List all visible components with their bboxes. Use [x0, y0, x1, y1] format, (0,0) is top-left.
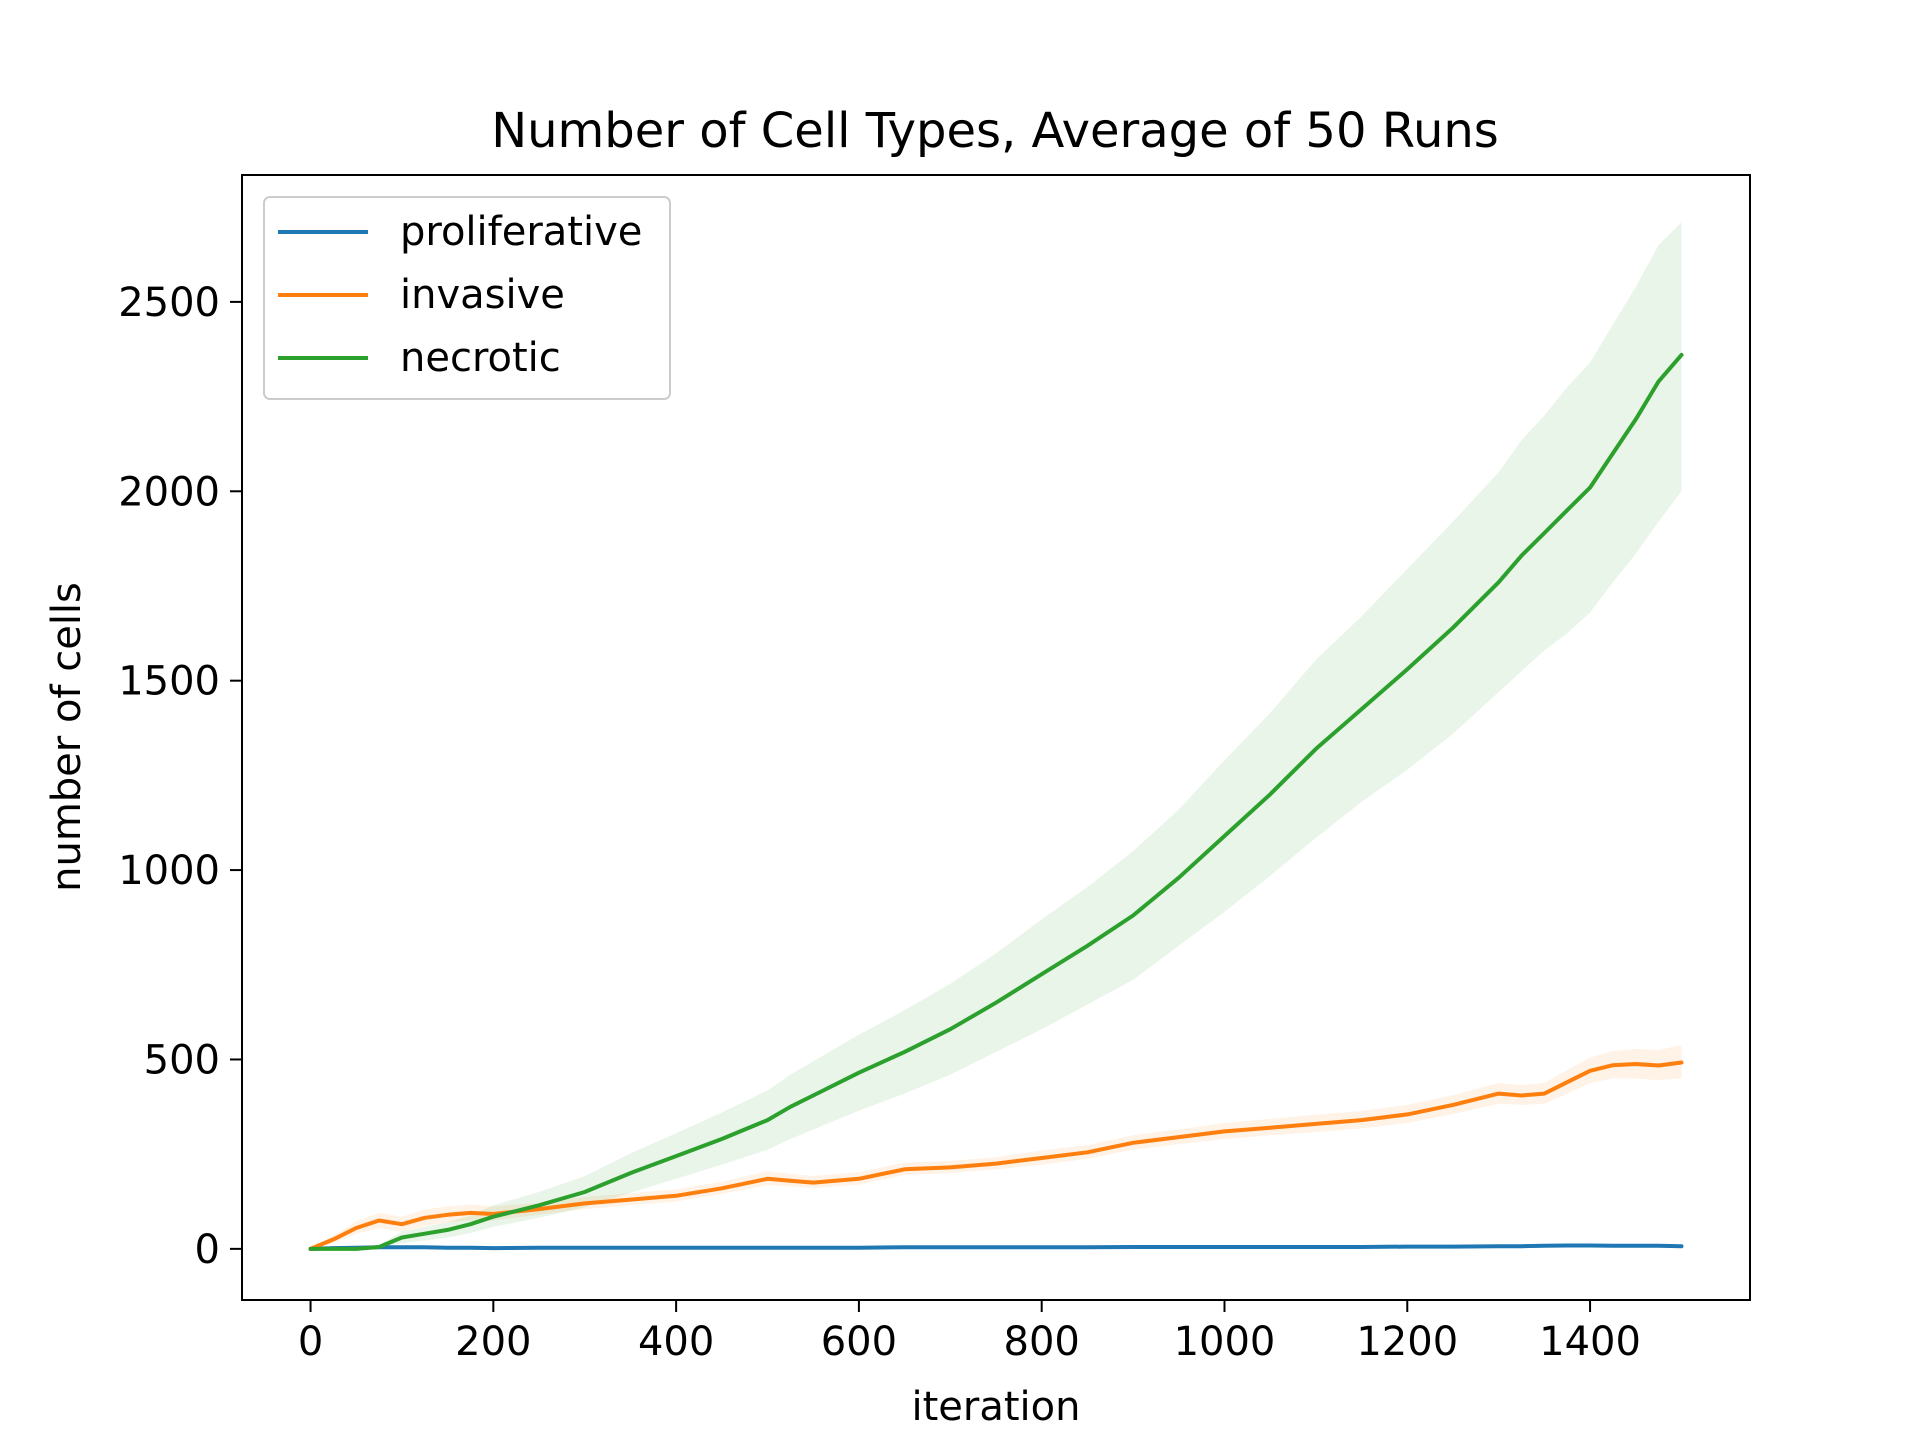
series-line-invasive: [308, 1060, 1684, 1251]
x-tick-label: 0: [298, 1319, 323, 1365]
y-tick-label: 2000: [118, 469, 220, 515]
y-tick-label: 0: [195, 1227, 220, 1273]
y-tick-label: 1500: [118, 659, 220, 705]
legend-label-necrotic: necrotic: [400, 335, 561, 381]
y-tick-label: 500: [144, 1037, 220, 1083]
legend-label-proliferative: proliferative: [400, 209, 642, 255]
x-axis: 0 200 400 600 800 1000 1200 1400: [298, 1300, 1641, 1365]
x-tick-label: 800: [1004, 1319, 1080, 1365]
legend: proliferative invasive necrotic: [263, 196, 671, 400]
chart-title: Number of Cell Types, Average of 50 Runs: [491, 103, 1499, 159]
x-tick-label: 1400: [1539, 1319, 1641, 1365]
legend-label-invasive: invasive: [400, 272, 565, 318]
x-tick-label: 1000: [1174, 1319, 1276, 1365]
legend-box: [263, 196, 671, 400]
x-tick-label: 400: [638, 1319, 714, 1365]
x-tick-label: 1200: [1356, 1319, 1458, 1365]
y-tick-label: 1000: [118, 848, 220, 894]
series-line-proliferative: [308, 1243, 1684, 1251]
y-axis: 0 500 1000 1500 2000 2500: [118, 280, 242, 1273]
series-lines: [308, 352, 1684, 1251]
x-tick-label: 600: [821, 1319, 897, 1365]
y-axis-label: number of cells: [44, 582, 90, 892]
series-line-necrotic: [308, 352, 1684, 1251]
y-tick-label: 2500: [118, 280, 220, 326]
plot-frame: [241, 174, 1751, 1301]
x-axis-label: iteration: [912, 1384, 1081, 1430]
x-tick-label: 200: [455, 1319, 531, 1365]
band-necrotic: [310, 222, 1682, 1249]
